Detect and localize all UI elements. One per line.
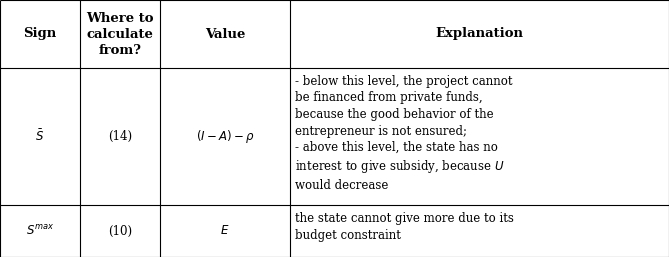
Text: $E$: $E$ <box>220 225 229 237</box>
Text: - below this level, the project cannot
be financed from private funds,
because t: - below this level, the project cannot b… <box>295 75 512 192</box>
Text: Value: Value <box>205 27 245 41</box>
Text: $\bar{S}$: $\bar{S}$ <box>35 129 45 144</box>
Text: (14): (14) <box>108 130 132 143</box>
Text: Sign: Sign <box>23 27 57 41</box>
Text: (10): (10) <box>108 225 132 237</box>
Text: the state cannot give more due to its
budget constraint: the state cannot give more due to its bu… <box>295 212 514 242</box>
Text: $(I - A) - \rho$: $(I - A) - \rho$ <box>195 128 254 145</box>
Text: Where to
calculate
from?: Where to calculate from? <box>86 12 154 57</box>
Text: Explanation: Explanation <box>436 27 524 41</box>
Text: $S^{max}$: $S^{max}$ <box>26 224 54 238</box>
